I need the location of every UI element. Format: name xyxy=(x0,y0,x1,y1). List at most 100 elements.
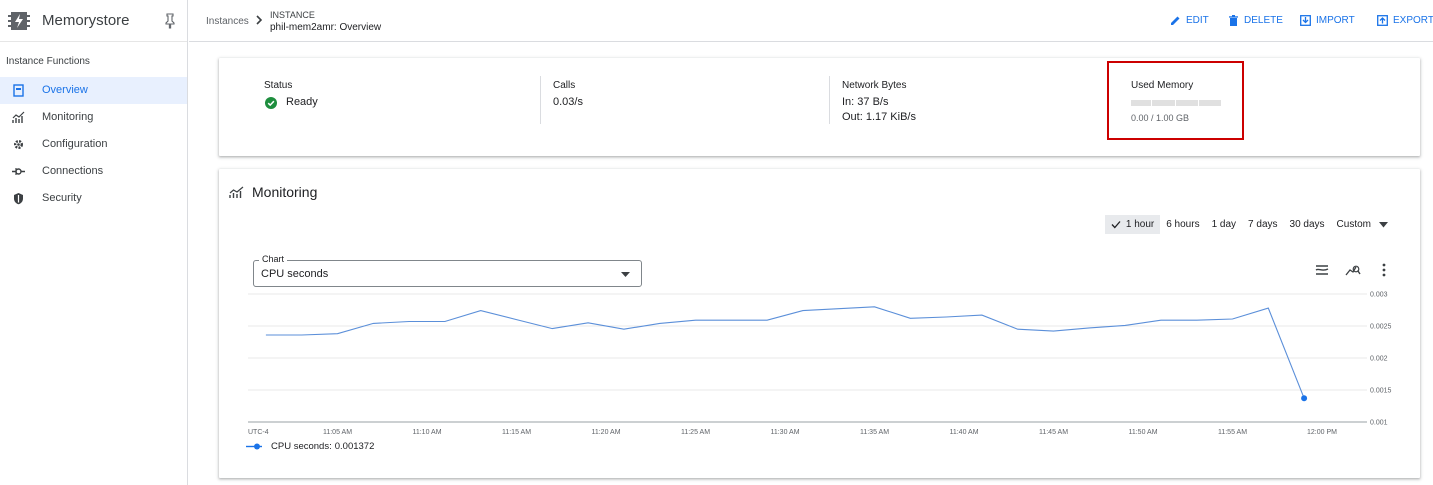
y-tick-label: 0.003 xyxy=(1370,292,1388,299)
range-label: 1 hour xyxy=(1125,219,1155,230)
x-tick-label: 11:45 AM xyxy=(1039,429,1068,436)
nav-item-label: Monitoring xyxy=(42,111,94,123)
pencil-icon xyxy=(1171,16,1180,25)
range-label: 1 day xyxy=(1211,219,1237,230)
chart-legend: CPU seconds: 0.001372 xyxy=(246,441,374,452)
x-tick-label: 12:00 PM xyxy=(1307,429,1337,436)
summary-card: Status Ready Calls 0.03/s Network Bytes … xyxy=(219,58,1420,156)
x-tick-label: 11:55 AM xyxy=(1218,429,1247,436)
range-30-days[interactable]: 30 days xyxy=(1284,215,1331,234)
range-6-hours[interactable]: 6 hours xyxy=(1160,215,1205,234)
nav-item-label: Connections xyxy=(42,165,104,177)
shield-icon xyxy=(14,193,23,205)
edit-button[interactable]: EDIT xyxy=(1170,15,1209,26)
more-vert-icon[interactable] xyxy=(1376,263,1392,277)
edit-button-label: EDIT xyxy=(1186,15,1209,26)
x-tick-label: 11:40 AM xyxy=(949,429,978,436)
x-tick-label: 11:50 AM xyxy=(1128,429,1157,436)
trash-icon xyxy=(1229,15,1238,26)
divider xyxy=(540,76,541,124)
used-memory-highlight xyxy=(1107,61,1244,140)
chart-select-value: CPU seconds xyxy=(261,268,329,280)
caret-down-icon xyxy=(1379,221,1388,227)
calls-value: 0.03/s xyxy=(553,96,583,108)
used-memory-label: Used Memory xyxy=(1131,80,1194,91)
nav-item-overview[interactable]: Overview xyxy=(0,77,187,104)
range-label: 30 days xyxy=(1289,219,1325,230)
nav-item-security[interactable]: Security xyxy=(0,185,187,212)
breadcrumb-instances-link[interactable]: Instances xyxy=(206,16,249,27)
breadcrumb-kind: INSTANCE xyxy=(270,10,315,20)
connections-icon xyxy=(12,168,25,175)
overview-icon xyxy=(13,84,24,97)
nav-item-label: Configuration xyxy=(42,138,108,150)
monitoring-icon xyxy=(229,186,244,198)
nav-header: Memorystore xyxy=(0,0,187,42)
network-out-value: Out: 1.17 KiB/s xyxy=(842,111,916,123)
chart-select-label: Chart xyxy=(259,254,288,264)
delete-button[interactable]: DELETE xyxy=(1228,15,1283,26)
legend-value: 0.001372 xyxy=(334,441,375,452)
nav-item-monitoring[interactable]: Monitoring xyxy=(0,104,187,131)
range-1-hour[interactable]: 1 hour xyxy=(1104,215,1161,234)
network-in-value: In: 37 B/s xyxy=(842,96,889,108)
range-1-day[interactable]: 1 day xyxy=(1206,215,1242,234)
x-tick-label: 11:25 AM xyxy=(681,429,710,436)
nav-item-label: Security xyxy=(42,192,82,204)
y-tick-label: 0.0025 xyxy=(1370,324,1392,331)
range-custom[interactable]: Custom xyxy=(1331,215,1394,234)
side-nav: Memorystore Instance Functions Overview … xyxy=(0,0,188,485)
last-point-marker xyxy=(1301,395,1308,402)
memorystore-icon xyxy=(8,12,30,30)
nav-item-connections[interactable]: Connections xyxy=(0,158,187,185)
export-button-label: EXPORT xyxy=(1393,15,1433,26)
x-tick-label: 11:05 AM xyxy=(323,429,352,436)
y-tick-label: 0.002 xyxy=(1370,356,1388,363)
x-tick-label: 11:35 AM xyxy=(860,429,889,436)
pin-icon[interactable] xyxy=(163,13,177,29)
timezone-label: UTC-4 xyxy=(248,429,269,436)
x-tick-label: 11:30 AM xyxy=(770,429,799,436)
gear-icon xyxy=(14,140,23,149)
import-icon xyxy=(1300,15,1311,26)
range-label: 6 hours xyxy=(1166,219,1200,230)
range-7-days[interactable]: 7 days xyxy=(1242,215,1283,234)
legend-label: CPU seconds: xyxy=(271,441,332,452)
calls-label: Calls xyxy=(553,80,576,91)
nav-section-title: Instance Functions xyxy=(6,56,90,67)
chevron-right-icon xyxy=(256,15,263,25)
status-value: Ready xyxy=(286,96,318,108)
monitoring-card: Monitoring 1 hour 6 hours 1 day 7 days 3… xyxy=(219,169,1420,478)
x-tick-label: 11:15 AM xyxy=(502,429,531,436)
caret-down-icon xyxy=(621,272,630,277)
range-label: 7 days xyxy=(1248,219,1278,230)
export-icon xyxy=(1377,15,1388,26)
top-bar: Instances INSTANCE phil-mem2amr: Overvie… xyxy=(189,0,1433,42)
import-button[interactable]: IMPORT xyxy=(1300,15,1355,26)
chart-select[interactable]: Chart CPU seconds xyxy=(253,254,642,287)
import-button-label: IMPORT xyxy=(1316,15,1355,26)
check-circle-icon xyxy=(265,97,277,109)
legend-swatch xyxy=(246,443,262,450)
range-label: Custom xyxy=(1336,219,1371,230)
nav-item-label: Overview xyxy=(42,84,88,96)
explore-chart-icon[interactable] xyxy=(1345,263,1361,277)
y-tick-label: 0.0015 xyxy=(1370,388,1392,395)
x-tick-label: 11:10 AM xyxy=(412,429,441,436)
time-range-selector: 1 hour 6 hours 1 day 7 days 30 days Cust… xyxy=(1104,215,1394,234)
y-tick-label: 0.001 xyxy=(1370,420,1388,427)
used-memory-bar xyxy=(1131,100,1222,106)
cpu-seconds-chart: 0.003 0.0025 0.002 0.0015 0.001 UTC-4 11:05 AM… xyxy=(248,292,1392,436)
check-icon xyxy=(1111,221,1121,229)
product-name: Memorystore xyxy=(42,12,130,29)
delete-button-label: DELETE xyxy=(1244,15,1283,26)
status-label: Status xyxy=(264,80,293,91)
nav-item-configuration[interactable]: Configuration xyxy=(0,131,187,158)
export-button[interactable]: EXPORT xyxy=(1377,15,1433,26)
divider xyxy=(829,76,830,124)
monitoring-title: Monitoring xyxy=(252,184,318,200)
x-tick-label: 11:20 AM xyxy=(591,429,620,436)
series-line xyxy=(265,306,1305,399)
legend-toggle-icon[interactable] xyxy=(1314,263,1330,277)
network-bytes-label: Network Bytes xyxy=(842,80,907,91)
